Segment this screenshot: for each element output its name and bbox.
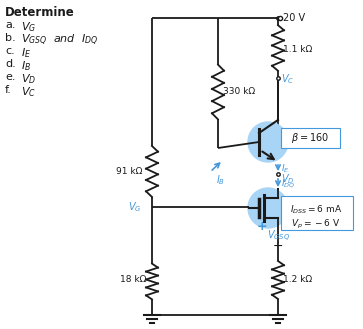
Text: $V_G$: $V_G$ (21, 20, 36, 34)
Text: f.: f. (5, 85, 12, 95)
Text: −: − (273, 240, 284, 252)
Text: c.: c. (5, 46, 15, 56)
Text: d.: d. (5, 59, 16, 69)
Text: $I_{DSS} = 6\ \mathrm{mA}$: $I_{DSS} = 6\ \mathrm{mA}$ (290, 204, 342, 216)
Text: 330 kΩ: 330 kΩ (223, 88, 255, 96)
Text: Determine: Determine (5, 6, 75, 19)
Text: 1.2 kΩ: 1.2 kΩ (283, 274, 312, 284)
Text: 1.1 kΩ: 1.1 kΩ (283, 44, 312, 54)
Circle shape (248, 188, 288, 228)
Text: $V_D$: $V_D$ (281, 172, 294, 186)
Text: +: + (257, 219, 268, 233)
Text: $\beta = 160$: $\beta = 160$ (291, 131, 329, 145)
Text: $I_E$: $I_E$ (281, 163, 290, 175)
Text: $I_E$: $I_E$ (21, 46, 31, 60)
Text: $I_B$: $I_B$ (216, 173, 225, 187)
FancyBboxPatch shape (281, 196, 353, 230)
Text: $I_B$: $I_B$ (21, 59, 31, 73)
Text: $V_C$: $V_C$ (281, 72, 294, 86)
Text: $V_{GSQ}$: $V_{GSQ}$ (267, 228, 290, 243)
Text: $V_p = -6\ \mathrm{V}$: $V_p = -6\ \mathrm{V}$ (291, 217, 340, 231)
Text: $I_{DQ}$: $I_{DQ}$ (281, 178, 295, 190)
Text: b.: b. (5, 33, 16, 43)
Text: 91 kΩ: 91 kΩ (116, 166, 142, 175)
Text: $V_G$: $V_G$ (128, 200, 142, 214)
Text: 20 V: 20 V (283, 13, 305, 23)
Text: $V_C$: $V_C$ (21, 85, 36, 99)
Circle shape (248, 122, 288, 162)
Text: $V_D$: $V_D$ (21, 72, 36, 86)
Text: a.: a. (5, 20, 16, 30)
Text: 18 kΩ: 18 kΩ (120, 275, 146, 285)
FancyBboxPatch shape (281, 128, 340, 148)
Text: e.: e. (5, 72, 16, 82)
Text: $V_{GSQ}$  and  $I_{DQ}$: $V_{GSQ}$ and $I_{DQ}$ (21, 33, 98, 48)
